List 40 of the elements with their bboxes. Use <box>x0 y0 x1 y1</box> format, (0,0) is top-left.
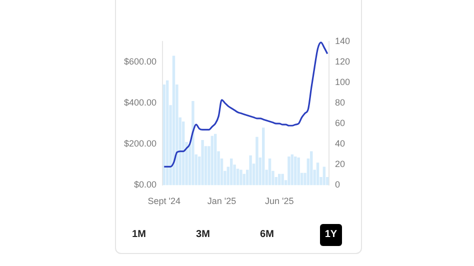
bar <box>210 136 214 186</box>
y2-tick-label: 120 <box>334 56 350 66</box>
bar <box>310 151 313 186</box>
bar <box>297 157 300 186</box>
bar <box>290 154 294 186</box>
bar <box>288 156 290 186</box>
x-tick-label: Sept '24 <box>148 196 181 206</box>
text: 6M <box>259 228 275 242</box>
bar <box>201 140 204 186</box>
x-tick-label: Jun '25 <box>264 196 294 206</box>
y2-tick-label: 0 <box>334 180 340 190</box>
bar <box>268 158 272 186</box>
bar <box>192 100 194 186</box>
bar <box>256 136 258 186</box>
y2-tick-label: 80 <box>334 98 345 108</box>
bar <box>281 174 284 186</box>
bar <box>294 156 297 186</box>
bar <box>262 128 265 186</box>
y-tick-label: $200.00 <box>124 138 157 149</box>
bar <box>214 134 217 186</box>
y2-tick-label: 100 <box>334 76 350 87</box>
y-tick-label: $400.00 <box>124 98 157 108</box>
y-tick-label: $0.00 <box>134 180 157 190</box>
x-tick-label: Jan '25 <box>207 196 236 206</box>
text: 1M <box>131 228 147 242</box>
y2-tick-label: 60 <box>334 118 345 128</box>
y2-tick-label: 40 <box>334 138 345 149</box>
y-tick-label: $600.00 <box>124 56 157 66</box>
bar <box>230 158 233 186</box>
bar <box>166 80 169 186</box>
bar <box>240 170 242 186</box>
bar <box>322 166 326 186</box>
text: 1Y <box>320 224 342 246</box>
bar <box>316 162 320 186</box>
bar <box>162 84 166 186</box>
y2-tick-label: 140 <box>334 36 350 46</box>
line-series <box>163 42 328 168</box>
text: 3M <box>195 228 211 242</box>
y2-tick-label: 20 <box>334 159 345 170</box>
bar <box>249 155 252 186</box>
